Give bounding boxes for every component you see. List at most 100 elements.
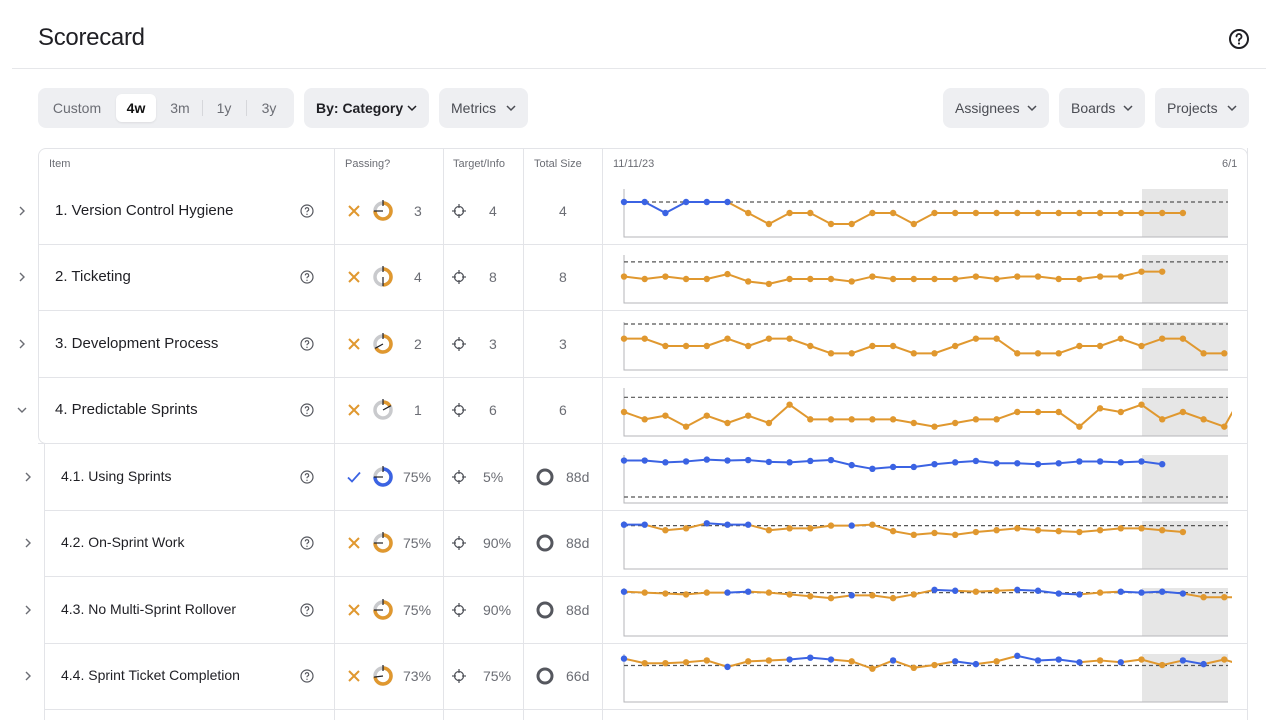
data-point (703, 657, 710, 664)
data-point (993, 527, 1000, 534)
timeframe-custom[interactable]: Custom (52, 100, 102, 116)
data-point (1014, 525, 1021, 532)
passing-value: 4 (414, 269, 422, 285)
target-icon (452, 536, 466, 550)
cycle-ring-icon (536, 667, 554, 685)
data-point (1179, 209, 1187, 217)
size-value: 88d (566, 469, 590, 485)
target-value: 3 (489, 336, 497, 352)
trend-sparkline (620, 652, 1232, 703)
help-icon[interactable] (300, 669, 314, 683)
help-icon[interactable] (300, 270, 314, 284)
data-point (682, 275, 690, 283)
data-point (1096, 458, 1104, 465)
target-value: 75% (483, 668, 512, 684)
data-point (786, 525, 793, 532)
projects-label: Projects (1167, 100, 1218, 116)
data-point (952, 209, 959, 217)
expand-caret-icon[interactable] (17, 206, 27, 216)
projects-dropdown[interactable]: Projects (1155, 88, 1249, 128)
expand-caret-icon[interactable] (23, 671, 33, 681)
help-icon[interactable] (300, 603, 314, 617)
row-label[interactable]: 4.2. On-Sprint Work (61, 534, 185, 550)
timeframe-3y[interactable]: 3y (261, 100, 277, 116)
boards-dropdown[interactable]: Boards (1059, 88, 1145, 128)
data-point (662, 273, 669, 280)
progress-ring-icon (373, 200, 393, 221)
data-point (827, 522, 835, 529)
expand-caret-icon[interactable] (17, 272, 27, 282)
data-point (972, 660, 980, 668)
target-icon (452, 470, 466, 484)
data-point (827, 656, 835, 663)
timeframe-4w[interactable]: 4w (116, 94, 156, 122)
data-point (952, 587, 959, 594)
metrics-dropdown[interactable]: Metrics (439, 88, 528, 128)
data-point (931, 586, 938, 594)
data-point (1034, 408, 1042, 416)
data-point (889, 416, 897, 423)
forecast-band (1142, 322, 1228, 370)
fail-x-icon (348, 205, 360, 217)
expand-caret-icon[interactable] (23, 472, 33, 482)
boards-label: Boards (1071, 100, 1116, 116)
data-point (889, 657, 897, 664)
data-point (807, 416, 814, 423)
data-point (1014, 652, 1021, 660)
data-point (786, 591, 793, 598)
group-by-dropdown[interactable]: By: Category (304, 88, 429, 128)
data-point (703, 198, 710, 206)
target-icon (452, 204, 466, 218)
help-icon[interactable] (1228, 28, 1250, 50)
row-label[interactable]: 1. Version Control Hygiene (55, 202, 234, 219)
data-point (952, 531, 959, 538)
help-icon[interactable] (300, 470, 314, 484)
row-label[interactable]: 4.4. Sprint Ticket Completion (61, 667, 240, 683)
target-value: 6 (489, 402, 497, 418)
row-label[interactable]: 4. Predictable Sprints (55, 401, 198, 418)
row-label[interactable]: 4.1. Using Sprints (61, 468, 172, 484)
expand-caret-icon[interactable] (23, 538, 33, 548)
data-point (745, 658, 752, 665)
data-point (1096, 657, 1104, 664)
help-icon[interactable] (300, 204, 314, 218)
help-icon[interactable] (300, 337, 314, 351)
chevron-down-icon (1027, 105, 1037, 112)
divider (202, 100, 203, 116)
data-point (807, 457, 814, 465)
data-point (993, 275, 1000, 283)
data-point (931, 275, 938, 283)
assignees-dropdown[interactable]: Assignees (943, 88, 1049, 128)
data-point (786, 401, 793, 408)
row-label[interactable]: 4.3. No Multi-Sprint Rollover (61, 601, 237, 617)
data-point (1138, 656, 1145, 663)
expand-caret-icon[interactable] (23, 605, 33, 615)
row-label[interactable]: 3. Development Process (55, 335, 219, 352)
data-point (972, 528, 980, 536)
timeframe-1y[interactable]: 1y (216, 100, 232, 116)
expand-caret-icon[interactable] (17, 405, 27, 415)
data-point (745, 588, 752, 595)
data-point (848, 461, 855, 469)
column-header-size: Total Size (534, 158, 582, 170)
timeframe-selector: Custom 4w 3m 1y 3y (38, 88, 294, 128)
timeframe-3m[interactable]: 3m (170, 100, 190, 116)
size-value: 88d (566, 535, 590, 551)
help-icon[interactable] (300, 403, 314, 417)
data-point (972, 588, 980, 595)
row-divider (38, 443, 1248, 444)
data-point (1076, 458, 1083, 465)
data-point (910, 463, 917, 471)
data-point (1200, 594, 1207, 601)
row-label[interactable]: 2. Ticketing (55, 268, 131, 285)
data-point (745, 342, 752, 350)
target-icon (452, 669, 466, 683)
data-point (682, 659, 690, 666)
help-icon[interactable] (300, 536, 314, 550)
column-divider (334, 148, 335, 720)
data-point (1159, 661, 1166, 669)
data-point (786, 275, 793, 283)
expand-caret-icon[interactable] (17, 339, 27, 349)
data-point (765, 419, 773, 427)
data-point (1138, 401, 1145, 408)
